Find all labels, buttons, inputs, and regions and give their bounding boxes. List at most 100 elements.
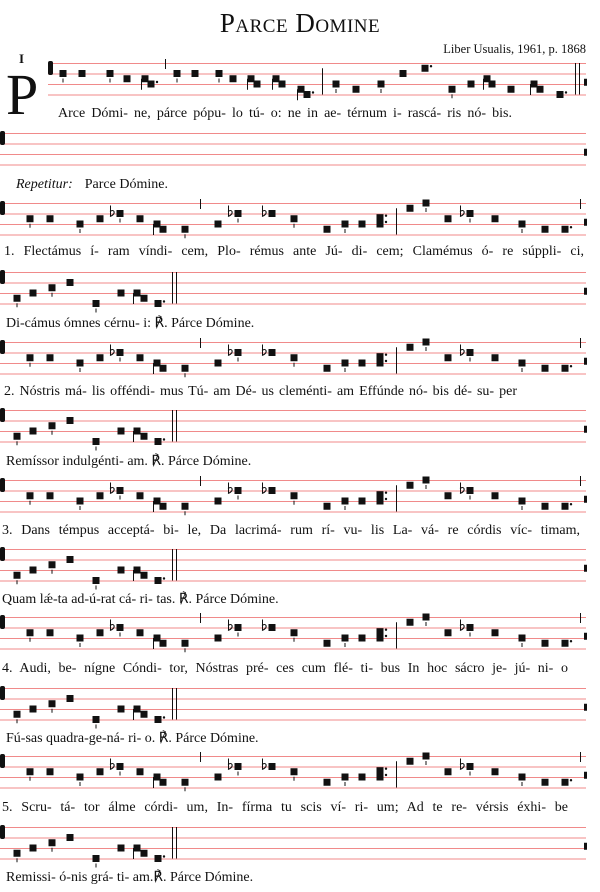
staff-line bbox=[0, 133, 586, 134]
mora-dot bbox=[162, 438, 166, 441]
custos-icon bbox=[584, 148, 587, 156]
ictus-mark bbox=[469, 357, 471, 362]
neume-note bbox=[268, 210, 276, 217]
antiphon-lyrics: Arce Dómi- ne, párce pópu- lo tú- o: ne … bbox=[58, 106, 512, 121]
neume-note bbox=[290, 629, 298, 637]
neume-note bbox=[76, 359, 84, 367]
half-bar bbox=[396, 485, 397, 512]
staff-line bbox=[0, 293, 586, 294]
flat-icon bbox=[459, 623, 465, 632]
ictus-mark bbox=[184, 373, 186, 378]
neume-note bbox=[541, 502, 549, 510]
neume-note bbox=[159, 778, 167, 786]
verse-1-line-2: Di-cámus ómnes cérnu- i: ℟. Párce Dómine… bbox=[6, 316, 255, 331]
ictus-mark bbox=[95, 308, 97, 313]
neume-note bbox=[422, 338, 430, 346]
flat-icon bbox=[261, 209, 267, 218]
ictus-mark bbox=[109, 78, 111, 83]
neume-note bbox=[66, 279, 74, 286]
neume-note bbox=[136, 768, 144, 776]
c-clef-icon bbox=[0, 340, 5, 354]
mora-dot bbox=[162, 855, 166, 858]
staff-line bbox=[0, 777, 586, 778]
mora-dot bbox=[564, 91, 568, 94]
neume-note bbox=[229, 75, 237, 83]
mora-dot bbox=[384, 214, 388, 217]
ictus-mark bbox=[237, 218, 239, 223]
neume-note bbox=[215, 70, 223, 77]
neume-note bbox=[48, 700, 56, 708]
staff-line bbox=[0, 858, 586, 860]
double-bar bbox=[176, 688, 177, 720]
neume-note bbox=[76, 634, 84, 642]
flat-icon bbox=[460, 482, 461, 494]
neume-note bbox=[518, 634, 526, 642]
neume-note bbox=[491, 354, 499, 362]
ictus-mark bbox=[16, 580, 18, 585]
half-bar bbox=[396, 622, 397, 649]
verse-1-line-1: 1. Flectámus í- ram víndi- cem, Plo- rém… bbox=[4, 244, 584, 259]
neume-note bbox=[136, 492, 144, 500]
neume-note bbox=[117, 844, 125, 852]
neume-note bbox=[96, 768, 104, 776]
ictus-mark bbox=[469, 218, 471, 223]
neume-note bbox=[556, 91, 564, 98]
neume-note bbox=[159, 364, 167, 372]
ictus-mark bbox=[425, 347, 427, 351]
neume-note bbox=[46, 215, 54, 223]
flat-icon bbox=[228, 758, 229, 770]
quarter-bar bbox=[580, 338, 581, 348]
mora-dot bbox=[569, 779, 573, 782]
neume-note bbox=[530, 80, 538, 88]
ictus-mark bbox=[425, 761, 427, 765]
flat-icon bbox=[109, 348, 115, 357]
custos-icon bbox=[584, 703, 587, 711]
c-clef-icon bbox=[0, 131, 5, 145]
staff-line bbox=[0, 213, 586, 215]
custos-icon bbox=[584, 425, 587, 433]
ictus-mark bbox=[521, 506, 523, 510]
neume-note bbox=[358, 634, 366, 642]
neume-note bbox=[78, 70, 86, 77]
neume-note bbox=[214, 773, 222, 781]
staff-line bbox=[0, 363, 586, 364]
neume-note bbox=[234, 763, 242, 770]
ictus-mark bbox=[95, 585, 97, 590]
neume-note bbox=[133, 705, 141, 713]
neume-note bbox=[406, 343, 414, 351]
ictus-mark bbox=[425, 208, 427, 212]
ictus-mark bbox=[51, 292, 53, 297]
flat-icon bbox=[261, 623, 267, 632]
neume-note bbox=[106, 70, 114, 77]
ictus-mark bbox=[119, 771, 121, 776]
neume-note bbox=[352, 85, 360, 93]
flat-icon bbox=[460, 619, 461, 631]
staff-line bbox=[0, 617, 586, 618]
neume-note bbox=[181, 225, 189, 233]
double-bar bbox=[172, 272, 173, 304]
double-bar bbox=[176, 410, 177, 442]
neume-note bbox=[491, 768, 499, 776]
neume-note bbox=[140, 294, 148, 302]
staff-line bbox=[0, 203, 586, 204]
neume-note bbox=[376, 773, 384, 781]
custos-icon bbox=[584, 357, 587, 365]
clivis-stem bbox=[133, 431, 134, 442]
quarter-bar bbox=[200, 752, 201, 762]
neume-note bbox=[117, 566, 125, 574]
half-bar bbox=[396, 208, 397, 235]
flat-icon bbox=[109, 762, 115, 771]
mora-dot bbox=[384, 497, 388, 501]
flat-icon bbox=[459, 348, 465, 357]
neume-note bbox=[48, 561, 56, 569]
neume-note bbox=[92, 300, 100, 307]
neume-note bbox=[491, 492, 499, 500]
neume-note bbox=[26, 354, 34, 362]
ictus-mark bbox=[16, 858, 18, 863]
neume-note bbox=[133, 844, 141, 852]
half-bar bbox=[322, 68, 323, 95]
staff-line bbox=[0, 627, 586, 629]
neume-note bbox=[422, 199, 430, 207]
quarter-bar bbox=[580, 199, 581, 209]
staff-line bbox=[0, 756, 586, 757]
